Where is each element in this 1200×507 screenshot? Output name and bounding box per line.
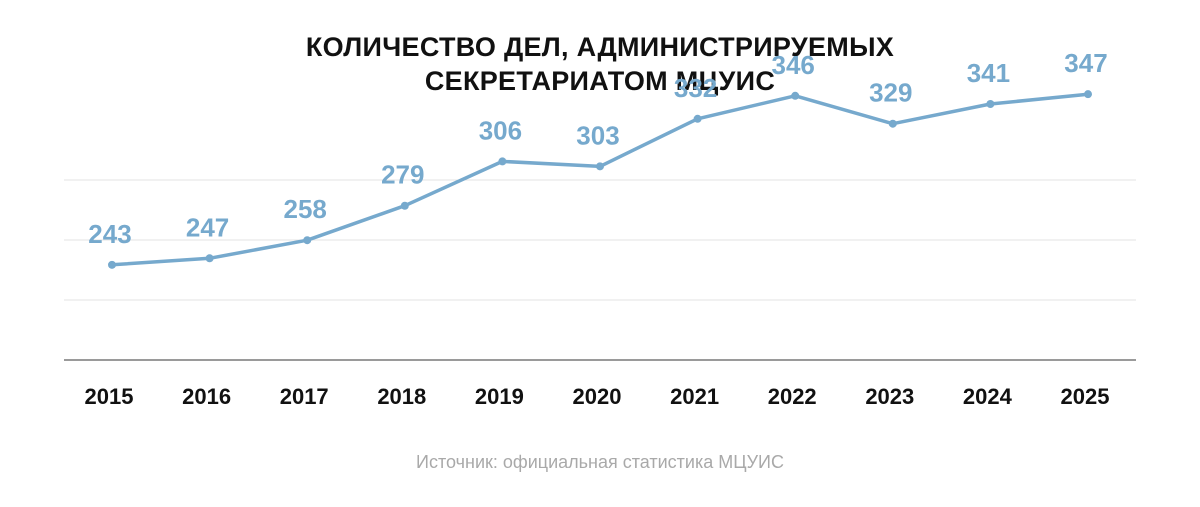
data-point-2016 bbox=[205, 254, 214, 263]
data-point-2023 bbox=[888, 119, 897, 128]
chart-title: КОЛИЧЕСТВО ДЕЛ, АДМИНИСТРИРУЕМЫХ СЕКРЕТА… bbox=[0, 30, 1200, 98]
data-point-2020 bbox=[596, 162, 604, 171]
data-label-2017: 258 bbox=[284, 194, 327, 224]
data-label-2022: 346 bbox=[772, 50, 815, 80]
data-label-2015: 243 bbox=[88, 219, 131, 249]
x-tick-2024: 2024 bbox=[963, 384, 1013, 409]
data-point-2024 bbox=[986, 100, 995, 108]
chart-title-line-1: КОЛИЧЕСТВО ДЕЛ, АДМИНИСТРИРУЕМЫХ bbox=[305, 32, 895, 62]
data-labels: 243 247 258 279 306 303 332 346 329 341 347 bbox=[88, 48, 1107, 249]
data-point-2018 bbox=[400, 201, 409, 210]
chart-title-line-2: СЕКРЕТАРИАТОМ МЦУИС bbox=[424, 66, 776, 96]
x-tick-2023: 2023 bbox=[865, 384, 914, 409]
data-label-2021: 332 bbox=[674, 73, 717, 103]
data-points bbox=[108, 90, 1092, 269]
data-label-2018: 279 bbox=[381, 160, 424, 190]
data-label-2020: 303 bbox=[576, 120, 619, 150]
gridlines bbox=[64, 179, 1136, 301]
source-note: Источник: официальная статистика МЦУИС bbox=[416, 452, 784, 472]
x-tick-2015: 2015 bbox=[85, 384, 134, 409]
data-point-2015 bbox=[108, 260, 116, 269]
x-tick-2017: 2017 bbox=[280, 384, 329, 409]
x-tick-2016: 2016 bbox=[182, 384, 231, 409]
data-point-2021 bbox=[693, 114, 702, 123]
data-label-2025: 347 bbox=[1064, 48, 1107, 78]
x-tick-2018: 2018 bbox=[377, 384, 426, 409]
x-tick-2025: 2025 bbox=[1061, 384, 1110, 409]
data-label-2023: 329 bbox=[869, 78, 912, 108]
data-label-2024: 341 bbox=[967, 58, 1010, 88]
data-label-2016: 247 bbox=[186, 212, 229, 242]
x-tick-2019: 2019 bbox=[475, 384, 524, 409]
data-point-2019 bbox=[498, 157, 507, 166]
data-point-2022 bbox=[791, 91, 800, 100]
x-tick-labels: 2015 2016 2017 2018 2019 2020 2021 2022 2023 2024… bbox=[85, 384, 1110, 409]
data-point-2025 bbox=[1084, 90, 1092, 99]
x-tick-2021: 2021 bbox=[670, 384, 719, 409]
data-label-2019: 306 bbox=[479, 115, 522, 145]
x-tick-2020: 2020 bbox=[573, 384, 622, 409]
data-point-2017 bbox=[303, 236, 312, 245]
x-tick-2022: 2022 bbox=[768, 384, 817, 409]
